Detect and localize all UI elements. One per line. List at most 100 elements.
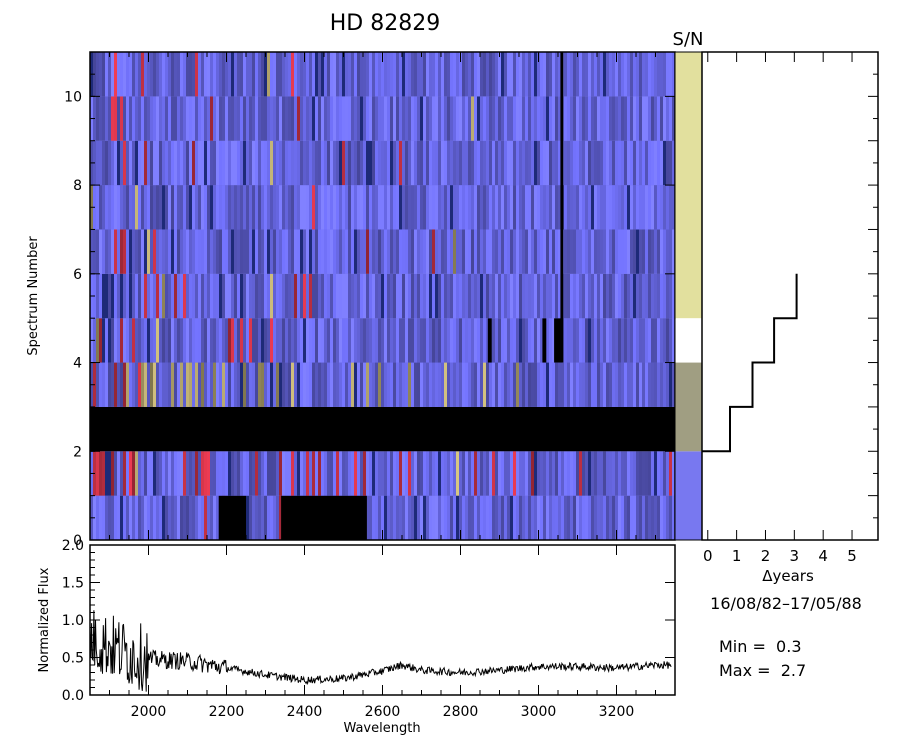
heatmap-cell bbox=[588, 185, 591, 230]
heatmap-cell bbox=[627, 362, 630, 407]
heatmap-cell bbox=[123, 451, 126, 496]
heatmap-cell bbox=[147, 140, 150, 186]
heatmap-cell bbox=[468, 229, 471, 274]
heatmap-cell bbox=[351, 451, 354, 496]
heatmap-cell bbox=[210, 140, 213, 186]
heatmap-cell bbox=[450, 185, 453, 230]
heatmap-cell bbox=[501, 495, 504, 540]
heatmap-cell bbox=[225, 451, 228, 496]
heatmap-cell bbox=[660, 273, 663, 319]
heatmap-cell bbox=[252, 495, 255, 540]
heatmap-cell bbox=[282, 140, 285, 186]
heatmap-cell bbox=[579, 451, 582, 496]
heatmap-cell bbox=[555, 451, 558, 496]
heatmap-cell bbox=[477, 52, 480, 97]
heatmap-cell bbox=[402, 185, 405, 230]
heatmap-cell bbox=[342, 318, 345, 363]
heatmap-cell bbox=[354, 362, 357, 407]
heatmap-cell bbox=[363, 52, 366, 97]
heatmap-cell bbox=[99, 318, 102, 363]
heatmap-cell bbox=[117, 52, 120, 97]
heatmap-cell bbox=[276, 52, 279, 97]
heatmap-cell bbox=[543, 495, 546, 540]
heatmap-cell bbox=[129, 229, 132, 274]
sn-title: S/N bbox=[673, 29, 704, 50]
heatmap-cell bbox=[198, 495, 201, 540]
heatmap-cell bbox=[408, 451, 411, 496]
heatmap-cell bbox=[645, 140, 648, 186]
heatmap-cell bbox=[654, 273, 657, 319]
heatmap-cell bbox=[276, 495, 279, 540]
heatmap-cell bbox=[243, 229, 246, 274]
heatmap-cell bbox=[372, 96, 375, 141]
heatmap-cell bbox=[144, 52, 147, 97]
heatmap-cell bbox=[402, 229, 405, 274]
heatmap-cell bbox=[321, 362, 324, 407]
heatmap-cell bbox=[243, 96, 246, 141]
heatmap-cell bbox=[105, 185, 108, 230]
heatmap-cell bbox=[345, 273, 348, 319]
heatmap-cell bbox=[360, 140, 363, 186]
heatmap-cell bbox=[159, 318, 162, 363]
heatmap-cell bbox=[606, 185, 609, 230]
heatmap-cell bbox=[264, 96, 267, 141]
heatmap-cell bbox=[330, 96, 333, 141]
heatmap-cell bbox=[531, 96, 534, 141]
heatmap-cell bbox=[564, 362, 567, 407]
heatmap-cell bbox=[96, 451, 99, 496]
heatmap-cell bbox=[264, 273, 267, 319]
heatmap-cell bbox=[162, 318, 165, 363]
heatmap-cell bbox=[522, 451, 525, 496]
heatmap-cell bbox=[126, 451, 129, 496]
heatmap-cell bbox=[471, 273, 474, 319]
heatmap-cell bbox=[621, 96, 624, 141]
heatmap-cell bbox=[666, 96, 669, 141]
heatmap-cell bbox=[351, 229, 354, 274]
heatmap-masked-region bbox=[554, 318, 562, 363]
min-value: Min = 0.3 bbox=[719, 637, 802, 656]
heatmap-cell bbox=[405, 495, 408, 540]
heatmap-cell bbox=[201, 273, 204, 319]
heatmap-cell bbox=[399, 96, 402, 141]
heatmap-cell bbox=[390, 362, 393, 407]
heatmap-cell bbox=[618, 140, 621, 186]
heatmap-cell bbox=[219, 140, 222, 186]
heatmap-cell bbox=[444, 96, 447, 141]
heatmap-cell bbox=[654, 52, 657, 97]
heatmap-cell bbox=[537, 52, 540, 97]
heatmap-cell bbox=[465, 451, 468, 496]
heatmap-cell bbox=[459, 52, 462, 97]
heatmap-cell bbox=[549, 451, 552, 496]
heatmap-cell bbox=[150, 273, 153, 319]
heatmap-cell bbox=[528, 451, 531, 496]
heatmap-cell bbox=[489, 451, 492, 496]
heatmap-cell bbox=[267, 318, 270, 363]
heatmap-cell bbox=[114, 273, 117, 319]
heatmap-cell bbox=[129, 96, 132, 141]
heatmap-cell bbox=[342, 96, 345, 141]
heatmap-cell bbox=[162, 362, 165, 407]
heatmap-cell bbox=[255, 140, 258, 186]
heatmap-cell bbox=[648, 96, 651, 141]
heatmap-cell bbox=[447, 273, 450, 319]
heatmap-cell bbox=[144, 273, 147, 319]
heatmap-cell bbox=[177, 52, 180, 97]
heatmap-cell bbox=[387, 52, 390, 97]
heatmap-cell bbox=[279, 52, 282, 97]
heatmap-cell bbox=[222, 140, 225, 186]
heatmap-cell bbox=[417, 495, 420, 540]
heatmap-cell bbox=[147, 96, 150, 141]
heatmap-cell bbox=[435, 495, 438, 540]
flux-xlabel: Wavelength bbox=[343, 721, 420, 736]
heatmap-cell bbox=[117, 273, 120, 319]
heatmap-cell bbox=[375, 229, 378, 274]
heatmap-cell bbox=[336, 451, 339, 496]
heatmap-cell bbox=[147, 318, 150, 363]
heatmap-cell bbox=[246, 362, 249, 407]
heatmap-cell bbox=[471, 318, 474, 363]
heatmap-cell bbox=[126, 140, 129, 186]
heatmap-cell bbox=[282, 273, 285, 319]
flux-ytick-label: 1.5 bbox=[62, 576, 84, 592]
heatmap-cell bbox=[273, 96, 276, 141]
heatmap-cell bbox=[423, 495, 426, 540]
